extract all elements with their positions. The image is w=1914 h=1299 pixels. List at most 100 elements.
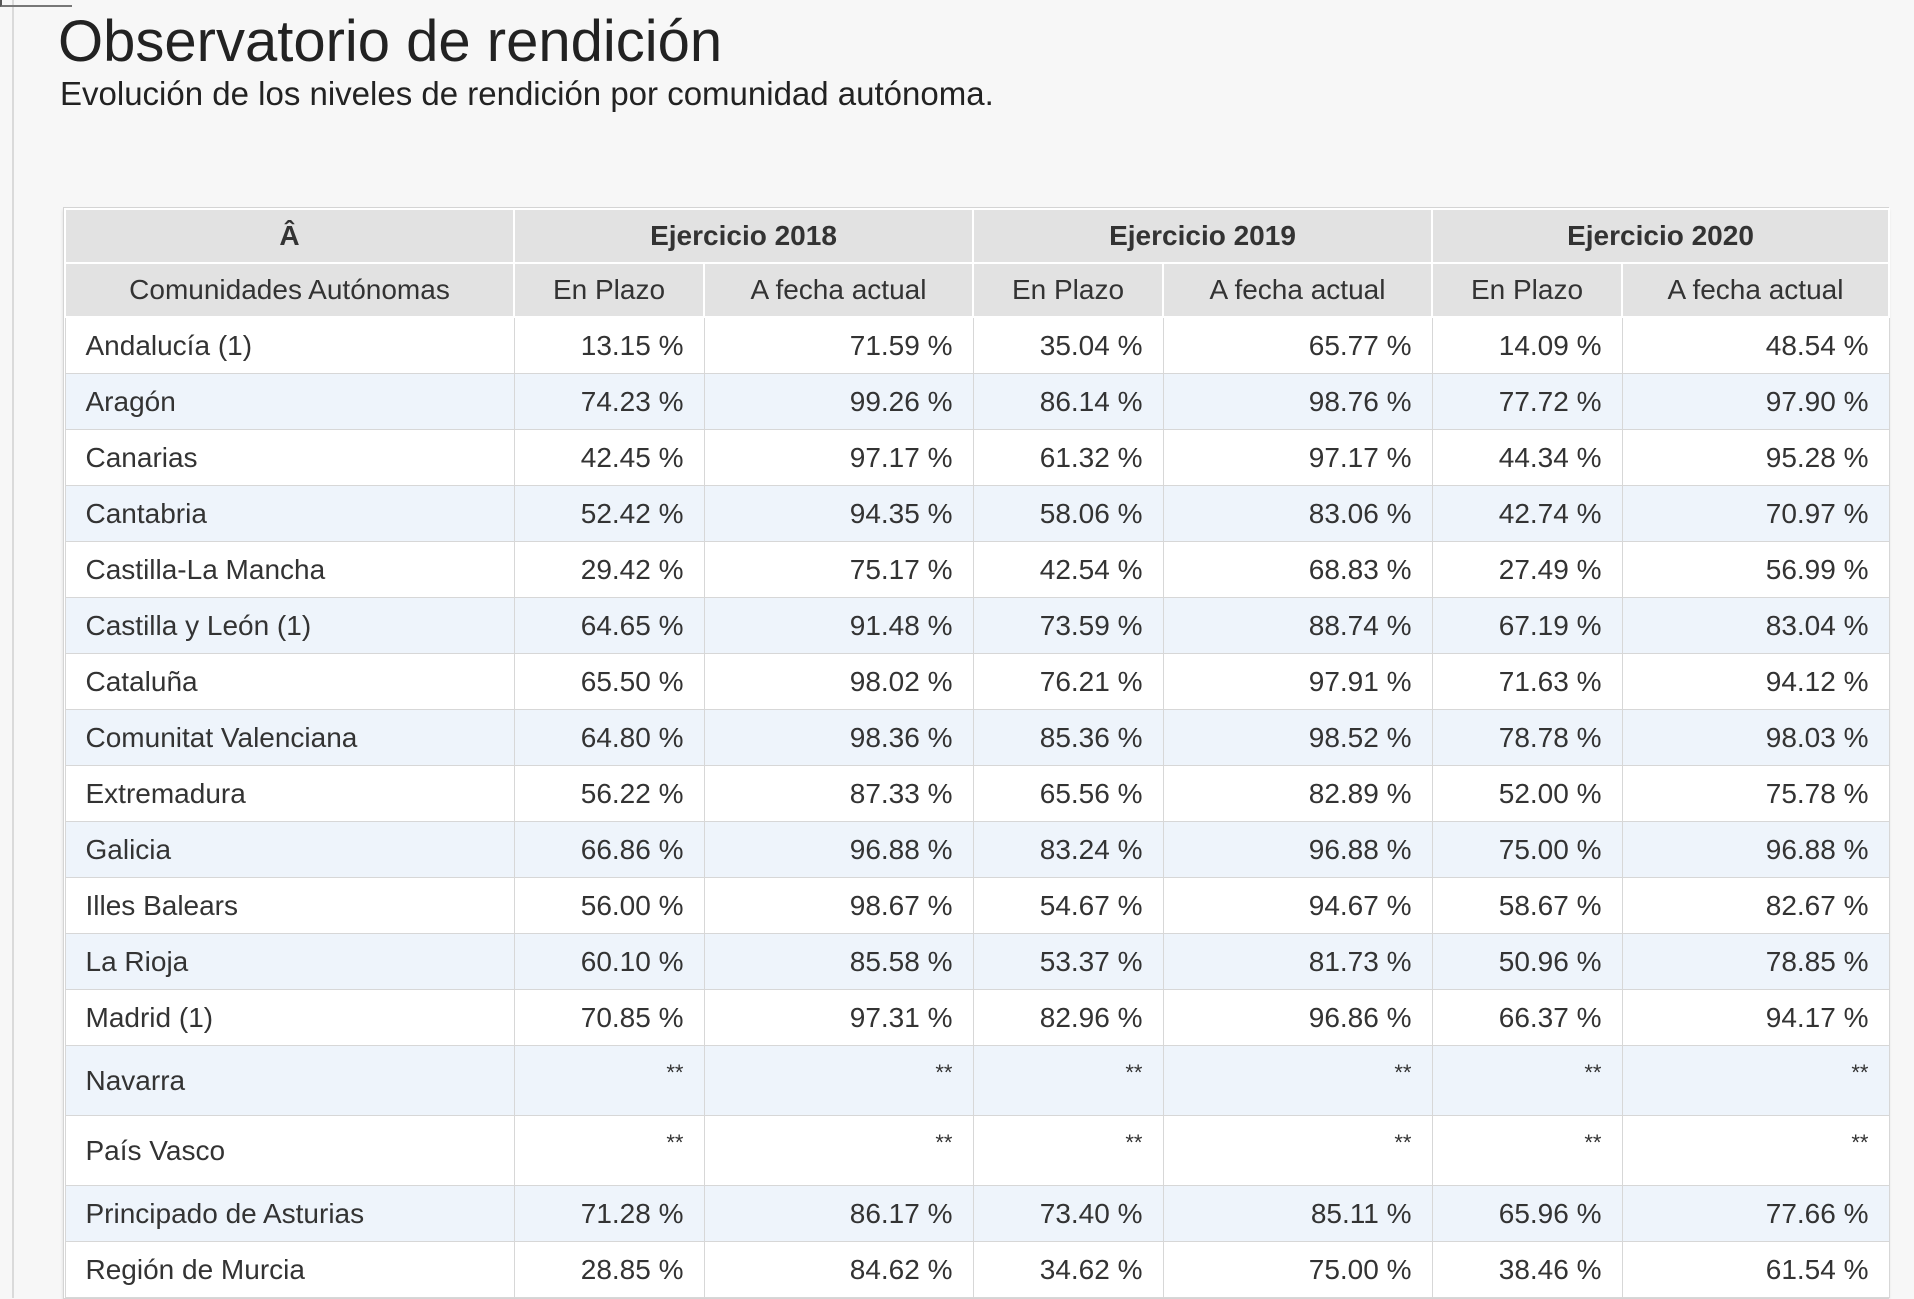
value-cell: 85.58 % bbox=[703, 933, 974, 990]
row-label-cell: Comunitat Valenciana bbox=[64, 709, 515, 766]
value-cell: 70.97 % bbox=[1621, 485, 1890, 542]
row-label-cell: Región de Murcia bbox=[64, 1241, 515, 1298]
value-cell: ** bbox=[513, 1045, 705, 1116]
value-cell: 65.96 % bbox=[1431, 1185, 1623, 1242]
value-cell: 34.62 % bbox=[972, 1241, 1164, 1298]
group-header-row: Â Ejercicio 2018 Ejercicio 2019 Ejercici… bbox=[64, 208, 1890, 264]
value-cell: 96.88 % bbox=[703, 821, 974, 878]
value-cell: ** bbox=[703, 1045, 974, 1116]
corner-header-cell: Â bbox=[64, 208, 515, 264]
value-cell: 73.59 % bbox=[972, 597, 1164, 654]
value-cell: 66.86 % bbox=[513, 821, 705, 878]
value-cell: 56.22 % bbox=[513, 765, 705, 822]
page-subtitle: Evolución de los niveles de rendición po… bbox=[60, 75, 994, 112]
value-cell: 98.36 % bbox=[703, 709, 974, 766]
value-cell: 65.56 % bbox=[972, 765, 1164, 822]
value-cell: 74.23 % bbox=[513, 373, 705, 430]
value-cell: 82.96 % bbox=[972, 989, 1164, 1046]
row-label-cell: Cantabria bbox=[64, 485, 515, 542]
row-label-cell: Aragón bbox=[64, 373, 515, 430]
value-cell: 56.00 % bbox=[513, 877, 705, 934]
value-cell: ** bbox=[1162, 1045, 1433, 1116]
value-cell: 71.63 % bbox=[1431, 653, 1623, 710]
table-row: Illes Balears 56.00 % 98.67 % 54.67 % 94.67 … bbox=[64, 877, 1890, 934]
row-label-cell: Navarra bbox=[64, 1045, 515, 1116]
value-cell: 98.02 % bbox=[703, 653, 974, 710]
value-cell: 42.74 % bbox=[1431, 485, 1623, 542]
value-cell: 35.04 % bbox=[972, 316, 1164, 374]
page-title: Observatorio de rendición bbox=[58, 9, 723, 74]
value-cell: 95.28 % bbox=[1621, 429, 1890, 486]
value-cell: 94.12 % bbox=[1621, 653, 1890, 710]
table-row: Castilla y León (1) 64.65 % 91.48 % 73.59 %… bbox=[64, 597, 1890, 654]
value-cell: 82.67 % bbox=[1621, 877, 1890, 934]
row-label-cell: País Vasco bbox=[64, 1115, 515, 1186]
value-cell: 13.15 % bbox=[513, 316, 705, 374]
value-cell: 83.06 % bbox=[1162, 485, 1433, 542]
group-header-2019: Ejercicio 2019 bbox=[972, 208, 1433, 264]
value-cell: 77.72 % bbox=[1431, 373, 1623, 430]
value-cell: 85.11 % bbox=[1162, 1185, 1433, 1242]
table-row: Comunitat Valenciana 64.80 % 98.36 % 85.36 … bbox=[64, 709, 1890, 766]
value-cell: 98.76 % bbox=[1162, 373, 1433, 430]
value-cell: 75.78 % bbox=[1621, 765, 1890, 822]
value-cell: 98.67 % bbox=[703, 877, 974, 934]
top-left-corner-mark bbox=[0, 0, 72, 7]
value-cell: 67.19 % bbox=[1431, 597, 1623, 654]
value-cell: 76.21 % bbox=[972, 653, 1164, 710]
table-row: Andalucía (1) 13.15 % 71.59 % 35.04 % 65.77 … bbox=[64, 316, 1890, 374]
value-cell: 65.50 % bbox=[513, 653, 705, 710]
value-cell: 97.17 % bbox=[1162, 429, 1433, 486]
value-cell: 29.42 % bbox=[513, 541, 705, 598]
value-cell: ** bbox=[1162, 1115, 1433, 1186]
value-cell: 70.85 % bbox=[513, 989, 705, 1046]
table-row: Cataluña 65.50 % 98.02 % 76.21 % 97.91 % 71.6… bbox=[64, 653, 1890, 710]
value-cell: 75.00 % bbox=[1162, 1241, 1433, 1298]
row-label-cell: La Rioja bbox=[64, 933, 515, 990]
value-cell: 64.80 % bbox=[513, 709, 705, 766]
value-cell: 94.35 % bbox=[703, 485, 974, 542]
value-cell: 27.49 % bbox=[1431, 541, 1623, 598]
value-cell: 71.59 % bbox=[703, 316, 974, 374]
value-cell: 50.96 % bbox=[1431, 933, 1623, 990]
table-row: Principado de Asturias 71.28 % 86.17 % 73.4… bbox=[64, 1185, 1890, 1242]
value-cell: 58.06 % bbox=[972, 485, 1164, 542]
value-cell: 53.37 % bbox=[972, 933, 1164, 990]
row-label-cell: Galicia bbox=[64, 821, 515, 878]
value-cell: 98.03 % bbox=[1621, 709, 1890, 766]
table-row: La Rioja 60.10 % 85.58 % 53.37 % 81.73 % 50.9… bbox=[64, 933, 1890, 990]
value-cell: 96.86 % bbox=[1162, 989, 1433, 1046]
row-label-cell: Extremadura bbox=[64, 765, 515, 822]
value-cell: 68.83 % bbox=[1162, 541, 1433, 598]
row-label-cell: Castilla y León (1) bbox=[64, 597, 515, 654]
value-cell: 97.17 % bbox=[703, 429, 974, 486]
row-label-cell: Illes Balears bbox=[64, 877, 515, 934]
value-cell: 52.42 % bbox=[513, 485, 705, 542]
row-label-cell: Andalucía (1) bbox=[64, 316, 515, 374]
value-cell: 66.37 % bbox=[1431, 989, 1623, 1046]
table-body: Andalucía (1) 13.15 % 71.59 % 35.04 % 65.77 … bbox=[64, 316, 1890, 1298]
value-cell: 83.24 % bbox=[972, 821, 1164, 878]
value-cell: 58.67 % bbox=[1431, 877, 1623, 934]
value-cell: ** bbox=[1621, 1045, 1890, 1116]
value-cell: 98.52 % bbox=[1162, 709, 1433, 766]
value-cell: 86.17 % bbox=[703, 1185, 974, 1242]
value-cell: 73.40 % bbox=[972, 1185, 1164, 1242]
table-row: Cantabria 52.42 % 94.35 % 58.06 % 83.06 % 42.… bbox=[64, 485, 1890, 542]
value-cell: 44.34 % bbox=[1431, 429, 1623, 486]
value-cell: 94.67 % bbox=[1162, 877, 1433, 934]
value-cell: ** bbox=[703, 1115, 974, 1186]
value-cell: 94.17 % bbox=[1621, 989, 1890, 1046]
value-cell: 77.66 % bbox=[1621, 1185, 1890, 1242]
value-cell: 86.14 % bbox=[972, 373, 1164, 430]
column-header-2019-a-fecha-actual: A fecha actual bbox=[1162, 262, 1433, 318]
value-cell: 71.28 % bbox=[513, 1185, 705, 1242]
value-cell: 54.67 % bbox=[972, 877, 1164, 934]
value-cell: 87.33 % bbox=[703, 765, 974, 822]
value-cell: ** bbox=[513, 1115, 705, 1186]
row-label-cell: Castilla-La Mancha bbox=[64, 541, 515, 598]
value-cell: 85.36 % bbox=[972, 709, 1164, 766]
column-header-2020-en-plazo: En Plazo bbox=[1431, 262, 1623, 318]
value-cell: 97.31 % bbox=[703, 989, 974, 1046]
left-border-line bbox=[12, 0, 14, 1298]
